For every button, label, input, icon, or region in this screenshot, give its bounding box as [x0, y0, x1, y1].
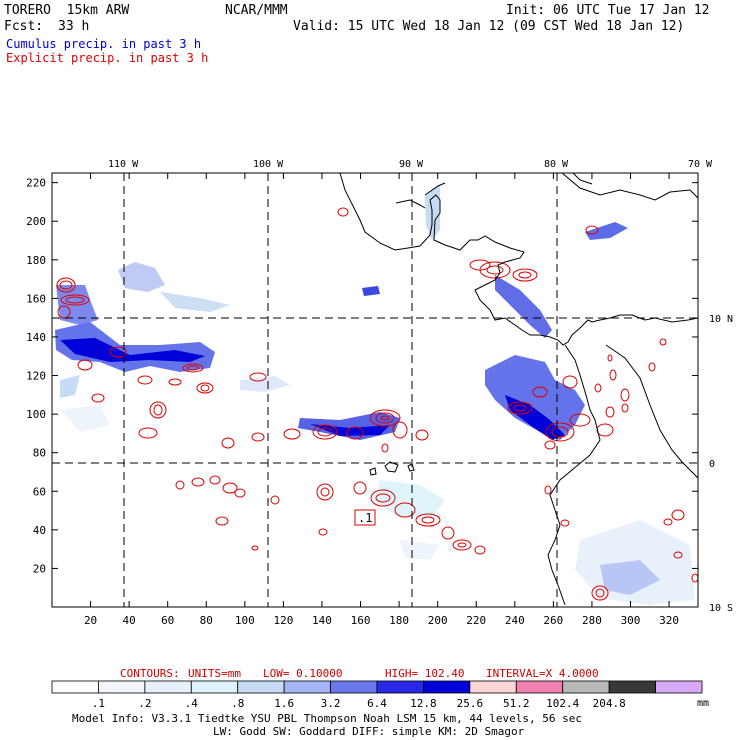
colorbar-swatch — [237, 680, 285, 694]
cumulus-precip-shading — [55, 185, 695, 605]
colorbar-swatch — [51, 680, 99, 694]
x-tick-label: 280 — [582, 614, 602, 627]
lon-label-70w: 70 W — [688, 159, 713, 170]
lon-label-90w: 90 W — [399, 159, 424, 170]
x-tick-label: 140 — [312, 614, 332, 627]
explicit-precip-contours — [56, 207, 698, 601]
x-tick-label: 100 — [235, 614, 255, 627]
colorbar-level-label: 6.4 — [367, 697, 387, 710]
colorbar-swatch — [562, 680, 610, 694]
colorbar-level-label: .1 — [92, 697, 105, 710]
colorbar-swatch — [330, 680, 378, 694]
x-tick-label: 160 — [351, 614, 371, 627]
x-tick-label: 80 — [200, 614, 213, 627]
plot-frame — [51, 172, 699, 608]
colorbar-swatch — [190, 680, 239, 694]
y-tick-group: 20 40 60 80 100 120 140 160 180 200 220 — [26, 177, 698, 575]
y-tick-label: 120 — [26, 370, 46, 383]
y-tick-label: 20 — [33, 562, 46, 575]
x-tick-label: 300 — [621, 614, 641, 627]
min-value-box — [354, 509, 376, 526]
contour-info-high: HIGH= 102.40 — [385, 667, 464, 680]
colorbar-swatch — [376, 680, 424, 694]
cumulus-legend: Cumulus precip. in past 3 h — [6, 37, 202, 51]
y-tick-label: 40 — [33, 524, 46, 537]
colorbar-swatch — [144, 680, 192, 694]
x-tick-label: 40 — [123, 614, 136, 627]
colorbar-swatch — [283, 680, 331, 694]
valid-time: Valid: 15 UTC Wed 18 Jan 12 (09 CST Wed … — [293, 19, 685, 34]
colorbar-level-label: 3.2 — [321, 697, 341, 710]
x-tick-label: 220 — [466, 614, 486, 627]
x-tick-label: 320 — [659, 614, 679, 627]
forecast-label: Fcst: — [4, 19, 44, 34]
lat-lon-gridlines — [52, 173, 698, 607]
map-layer — [55, 173, 698, 606]
colorbar: .1 .2 .4 .8 1.6 3.2 6.4 12.8 25.6 51.2 102.4 204.8 — [51, 680, 703, 710]
colorbar-level-label: .8 — [231, 697, 244, 710]
colorbar-level-label: .2 — [138, 697, 151, 710]
y-tick-label: 200 — [26, 215, 46, 228]
contour-info: CONTOURS: UNITS=mm LOW= 0.10000 HIGH= 10… — [120, 667, 599, 680]
y-tick-label: 100 — [26, 408, 46, 421]
colorbar-level-label: 102.4 — [546, 697, 579, 710]
colorbar-level-label: 25.6 — [457, 697, 484, 710]
min-value-label: .1 — [358, 511, 372, 525]
lat-label-10s: 10 S — [709, 603, 733, 614]
lat-label-10n: 10 N — [709, 314, 733, 325]
explicit-legend: Explicit precip. in past 3 h — [6, 51, 209, 65]
x-tick-label: 200 — [428, 614, 448, 627]
forecast-hours: 33 h — [58, 19, 90, 34]
colorbar-level-label: 204.8 — [593, 697, 626, 710]
model-title: TORERO 15km ARW — [4, 3, 130, 18]
init-time: Init: 06 UTC Tue 17 Jan 12 — [506, 3, 710, 18]
colorbar-swatch — [423, 680, 471, 694]
y-tick-label: 220 — [26, 177, 46, 190]
colorbar-swatch — [515, 680, 564, 694]
y-tick-label: 140 — [26, 331, 46, 344]
colorbar-swatch — [98, 680, 146, 694]
lon-label-110w: 110 W — [108, 159, 139, 170]
y-tick-label: 60 — [33, 485, 46, 498]
colorbar-level-label: 12.8 — [410, 697, 437, 710]
x-tick-group: 20 40 60 80 100 120 140 160 180 200 220 240 260 280 30… — [84, 173, 679, 627]
contour-info-label: CONTOURS: — [120, 667, 180, 680]
coastlines — [339, 173, 698, 606]
contour-info-interval: INTERVAL=X 4.0000 — [486, 667, 599, 680]
colorbar-level-label: .4 — [185, 697, 199, 710]
x-tick-label: 120 — [273, 614, 293, 627]
lon-label-100w: 100 W — [253, 159, 284, 170]
lat-label-0: 0 — [709, 459, 715, 470]
colorbar-swatch — [608, 680, 656, 694]
y-tick-label: 160 — [26, 292, 46, 305]
y-tick-label: 80 — [33, 447, 46, 460]
model-info-line: Model Info: V3.3.1 Tiedtke YSU PBL Thomp… — [72, 712, 582, 725]
organization: NCAR/MMM — [225, 3, 288, 18]
colorbar-swatch — [469, 680, 517, 694]
lon-label-80w: 80 W — [544, 159, 569, 170]
colorbar-unit: mm — [697, 698, 709, 709]
y-tick-label: 180 — [26, 254, 46, 267]
physics-info-line: LW: Godd SW: Goddard DIFF: simple KM: 2D… — [213, 725, 525, 738]
x-tick-label: 20 — [84, 614, 97, 627]
colorbar-level-label: 51.2 — [503, 697, 530, 710]
x-tick-label: 260 — [543, 614, 563, 627]
x-tick-label: 180 — [389, 614, 409, 627]
contour-info-low: LOW= 0.10000 — [263, 667, 342, 680]
colorbar-level-label: 1.6 — [274, 697, 294, 710]
colorbar-swatch — [655, 680, 703, 694]
x-tick-label: 240 — [505, 614, 525, 627]
contour-info-units: UNITS=mm — [188, 667, 241, 680]
x-tick-label: 60 — [161, 614, 174, 627]
